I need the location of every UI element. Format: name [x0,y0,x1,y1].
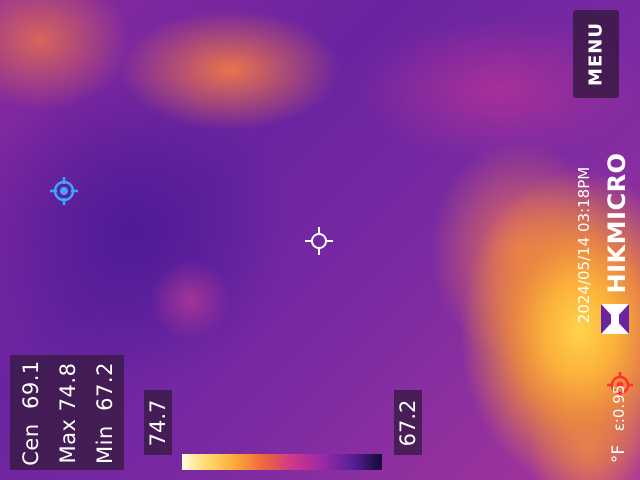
center-crosshair-icon [305,227,333,255]
scale-low-value: 67.2 [396,399,420,446]
min-temp-value: 67.2 [93,361,117,411]
emissivity-readout: ε:0.95 [607,378,631,438]
min-temp-label: Min [93,424,117,464]
center-temp-readout: Cen 69.1 [16,355,46,470]
unit-text: °F [609,444,629,464]
center-temp-value: 69.1 [19,359,43,409]
max-temp-value: 74.8 [56,362,80,411]
min-temp-readout: Min 67.2 [90,355,120,470]
scale-low-box: 67.2 [394,390,422,455]
hot-spot-icon [607,372,633,398]
emissivity-text: ε:0.95 [610,384,628,432]
temperature-stats-panel: Cen 69.1 Max 74.8 Min 67.2 [10,355,124,470]
max-temp-readout: Max 74.8 [53,355,83,470]
max-temp-label: Max [56,418,80,463]
scale-high-box: 74.7 [144,390,172,455]
menu-label: MENU [585,22,607,86]
center-temp-label: Cen [19,422,43,466]
temperature-unit: °F [607,440,631,468]
color-palette-bar [182,454,382,470]
cold-spot-icon [50,177,78,205]
menu-button[interactable]: MENU [573,10,619,98]
brand-text: HIKMICRO [603,152,631,294]
scale-high-value: 74.7 [146,399,170,446]
hikmicro-logo-icon [601,304,629,334]
datetime-stamp: 2024/05/14 03:18PM [570,150,598,340]
datetime-text: 2024/05/14 03:18PM [575,166,593,324]
